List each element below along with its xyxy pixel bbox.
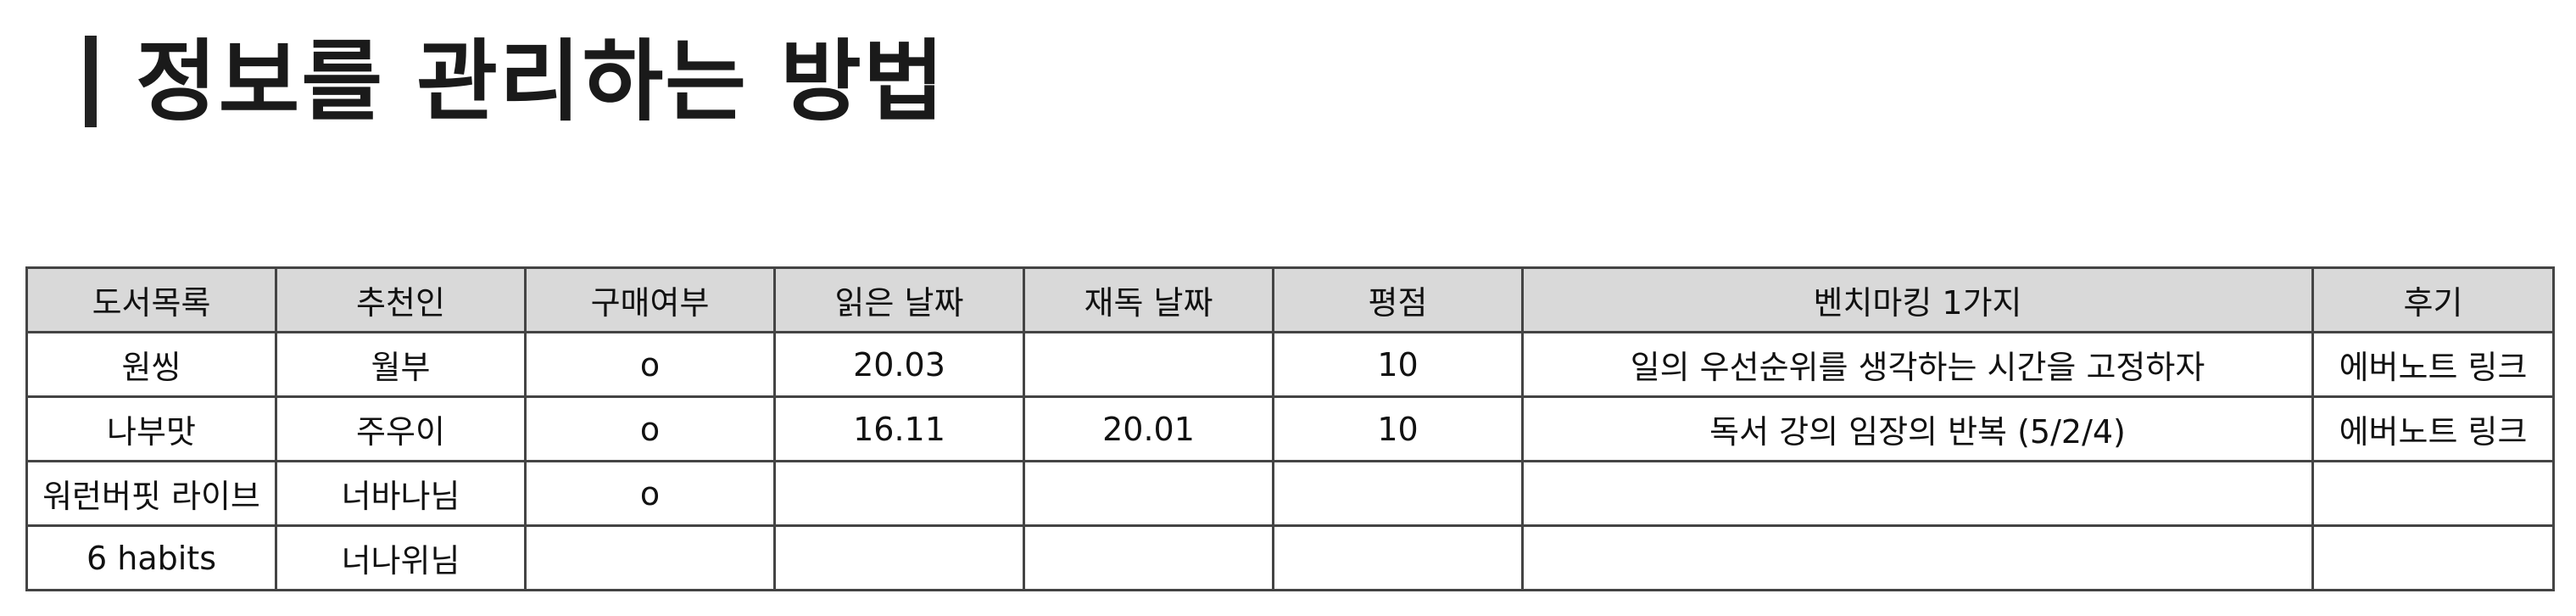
table-cell-recommender: 너바나님: [275, 460, 527, 527]
table-cell-read-date: 16.11: [773, 395, 1025, 462]
column-header-read-date: 읽은 날짜: [773, 266, 1025, 333]
table-cell-rating: [1272, 524, 1524, 591]
table-cell-rating: [1272, 460, 1524, 527]
table-cell-book: 원씽: [25, 331, 277, 398]
table-cell-recommender: 너나위님: [275, 524, 527, 591]
table-cell-rating: 10: [1272, 331, 1524, 398]
column-header-benchmark: 벤치마킹 1가지: [1521, 266, 2314, 333]
table-cell-book: 6 habits: [25, 524, 277, 591]
table-cell-review-link: [2311, 524, 2555, 591]
table-cell-book: 워런버핏 라이브: [25, 460, 277, 527]
table-cell-read-date: [773, 460, 1025, 527]
table-cell-benchmark: 일의 우선순위를 생각하는 시간을 고정하자: [1521, 331, 2314, 398]
column-header-purchased: 구매여부: [524, 266, 776, 333]
table-cell-reread-date: [1023, 460, 1274, 527]
book-info-table: 도서목록 추천인 구매여부 읽은 날짜 재독 날짜 평점 벤치마킹 1가지 후기…: [25, 266, 2555, 591]
table-cell-reread-date: 20.01: [1023, 395, 1274, 462]
table-cell-purchased: [524, 524, 776, 591]
table-cell-benchmark: [1521, 460, 2314, 527]
table-cell-rating: 10: [1272, 395, 1524, 462]
table-cell-reread-date: [1023, 331, 1274, 398]
table-cell-read-date: [773, 524, 1025, 591]
table-cell-book: 나부맛: [25, 395, 277, 462]
column-header-rating: 평점: [1272, 266, 1524, 333]
table-row: 6 habits 너나위님: [25, 524, 2555, 591]
table-cell-recommender: 월부: [275, 331, 527, 398]
table-cell-purchased: o: [524, 460, 776, 527]
page-title: 정보를 관리하는 방법: [136, 30, 946, 133]
table-row: 워런버핏 라이브 너바나님 o: [25, 460, 2555, 527]
table-cell-review-link[interactable]: 에버노트 링크: [2311, 395, 2555, 462]
table-cell-recommender: 주우이: [275, 395, 527, 462]
table-row: 원씽 월부 o 20.03 10 일의 우선순위를 생각하는 시간을 고정하자 …: [25, 331, 2555, 398]
column-header-review: 후기: [2311, 266, 2555, 333]
table-cell-review-link: [2311, 460, 2555, 527]
table-header-row: 도서목록 추천인 구매여부 읽은 날짜 재독 날짜 평점 벤치마킹 1가지 후기: [25, 266, 2555, 333]
table-cell-benchmark: 독서 강의 임장의 반복 (5/2/4): [1521, 395, 2314, 462]
column-header-recommender: 추천인: [275, 266, 527, 333]
title-accent-bar: [85, 36, 97, 127]
table-cell-read-date: 20.03: [773, 331, 1025, 398]
column-header-book-list: 도서목록: [25, 266, 277, 333]
table-row: 나부맛 주우이 o 16.11 20.01 10 독서 강의 임장의 반복 (5…: [25, 395, 2555, 462]
column-header-reread-date: 재독 날짜: [1023, 266, 1274, 333]
table-cell-purchased: o: [524, 331, 776, 398]
table-cell-reread-date: [1023, 524, 1274, 591]
table-cell-benchmark: [1521, 524, 2314, 591]
table-cell-purchased: o: [524, 395, 776, 462]
table-cell-review-link[interactable]: 에버노트 링크: [2311, 331, 2555, 398]
